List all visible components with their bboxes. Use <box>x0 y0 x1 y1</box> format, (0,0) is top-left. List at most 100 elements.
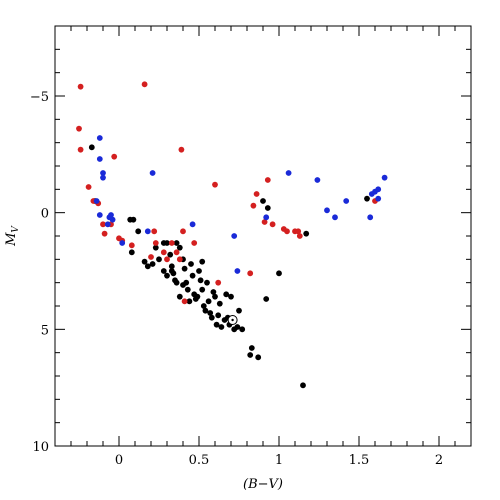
data-point <box>96 212 103 218</box>
data-point <box>212 293 218 300</box>
data-point <box>264 177 271 183</box>
data-point <box>148 254 154 260</box>
data-point <box>176 293 183 300</box>
data-point <box>367 214 374 221</box>
data-point <box>191 240 198 246</box>
data-point <box>100 170 106 176</box>
data-point <box>149 170 156 176</box>
data-point <box>100 221 106 228</box>
data-point <box>223 291 230 298</box>
data-point <box>364 195 370 202</box>
data-point <box>77 83 84 90</box>
data-point <box>204 279 210 286</box>
data-point <box>381 174 388 181</box>
data-point <box>218 324 225 330</box>
data-point <box>234 268 241 274</box>
data-point <box>296 233 303 239</box>
data-point <box>109 216 116 223</box>
x-tick-label: 1.5 <box>349 453 370 468</box>
data-point <box>167 251 174 258</box>
data-point <box>263 214 270 221</box>
data-point <box>189 272 196 279</box>
data-point <box>151 228 158 235</box>
sun-symbol <box>227 315 238 325</box>
annotations <box>227 315 238 325</box>
data-point <box>215 279 222 286</box>
series-0 <box>88 144 370 389</box>
data-point <box>215 312 222 319</box>
data-point <box>144 263 151 270</box>
data-point <box>149 261 156 267</box>
axis-ticks <box>54 25 472 447</box>
data-point <box>269 221 276 228</box>
data-point <box>178 146 185 153</box>
data-point <box>239 326 246 333</box>
data-point <box>76 125 82 132</box>
data-point <box>111 153 118 160</box>
data-point <box>261 219 268 225</box>
data-point <box>100 174 106 181</box>
data-point <box>194 293 201 300</box>
data-point <box>119 240 126 246</box>
data-point <box>253 191 260 197</box>
data-point <box>173 279 180 286</box>
x-tick-label: 2 <box>435 453 443 468</box>
data-point <box>168 263 175 270</box>
y-tick-label: 0 <box>41 207 49 222</box>
data-point <box>160 240 167 246</box>
data-point <box>152 240 159 246</box>
data-point <box>101 230 108 237</box>
data-point <box>168 240 175 246</box>
data-point <box>303 230 310 237</box>
data-point <box>88 144 95 151</box>
data-point <box>208 314 215 321</box>
data-point <box>295 228 302 235</box>
y-tick-label: 10 <box>32 440 49 455</box>
data-point <box>144 228 151 235</box>
data-point <box>184 286 191 293</box>
data-point <box>213 321 220 328</box>
series-2 <box>93 135 388 274</box>
data-point <box>200 303 207 309</box>
data-point <box>160 268 167 274</box>
series-1 <box>76 81 378 305</box>
y-tick-label: −5 <box>30 90 49 105</box>
data-point <box>255 354 262 361</box>
data-point <box>197 277 204 284</box>
data-point <box>77 146 84 153</box>
data-point <box>141 81 148 88</box>
axis-tick-labels: 0 0.5 1 1.5 2 −5 0 5 10 <box>30 90 443 468</box>
data-point <box>247 270 254 277</box>
data-point <box>343 198 350 204</box>
data-point <box>188 261 194 267</box>
y-tick-label: 5 <box>41 323 49 338</box>
x-axis-label: (B−V) <box>243 477 283 492</box>
data-point <box>231 233 238 239</box>
data-point <box>314 177 321 183</box>
data-point <box>216 300 223 307</box>
x-tick-label: 1 <box>275 453 283 468</box>
data-point <box>324 207 330 214</box>
data-point <box>135 228 142 235</box>
data-point <box>276 270 282 277</box>
data-point <box>212 181 218 188</box>
data-point <box>228 293 234 300</box>
data-point <box>284 228 290 235</box>
data-point <box>199 286 206 293</box>
data-point <box>108 212 114 218</box>
data-point <box>156 256 162 263</box>
data-point <box>128 249 135 256</box>
data-point <box>186 298 193 305</box>
data-point <box>332 214 338 221</box>
data-point <box>250 202 257 209</box>
data-point <box>160 249 167 256</box>
data-point <box>128 242 135 249</box>
data-point <box>196 268 202 274</box>
x-tick-label: 0 <box>115 453 123 468</box>
data-point <box>234 324 241 330</box>
data-point <box>152 244 159 251</box>
data-point <box>176 244 183 251</box>
data-point <box>96 156 103 162</box>
data-points <box>76 81 388 389</box>
